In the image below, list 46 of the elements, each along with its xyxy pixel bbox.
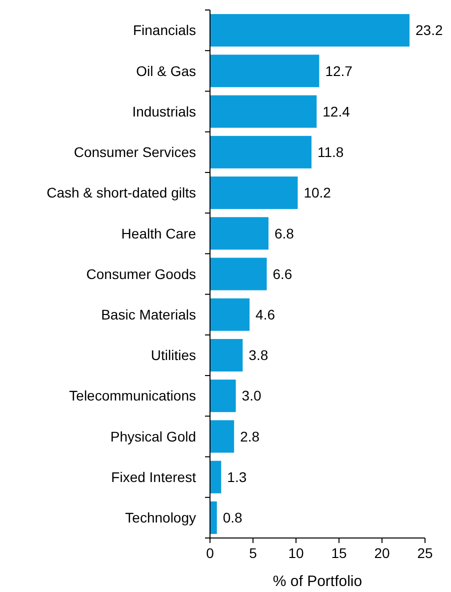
bar <box>210 420 234 453</box>
bar <box>210 95 317 128</box>
y-tick-label: Consumer Services <box>74 144 196 160</box>
data-label: 4.6 <box>256 306 276 323</box>
y-tick-label: Telecommunications <box>69 388 196 404</box>
data-label: 12.7 <box>325 62 353 79</box>
bar <box>210 176 298 210</box>
bar <box>210 338 243 372</box>
bar <box>210 136 312 168</box>
y-tick-label: Industrials <box>132 103 196 120</box>
y-tick-label: Basic Materials <box>101 306 196 323</box>
bar <box>210 14 410 47</box>
data-label: 6.6 <box>272 266 292 282</box>
bar <box>210 380 236 412</box>
y-tick-label: Financials <box>132 22 196 38</box>
y-tick-label: Cash & short-dated gilts <box>46 184 196 201</box>
y-tick-label: Fixed Interest <box>111 468 196 485</box>
bar <box>210 501 217 534</box>
bar <box>210 54 320 88</box>
y-tick-label: Physical Gold <box>110 428 196 444</box>
x-tick-label: 25 <box>417 545 433 561</box>
x-tick-label: 10 <box>288 545 304 561</box>
data-label: 11.8 <box>317 144 344 160</box>
data-label: 23.2 <box>416 22 443 38</box>
y-tick-label: Technology <box>125 510 196 526</box>
data-label: 2.8 <box>240 428 260 444</box>
data-label: 1.3 <box>227 468 247 485</box>
data-label: 10.2 <box>304 184 332 201</box>
bar <box>210 460 222 494</box>
x-tick-label: 15 <box>331 545 347 561</box>
x-tick-label: 20 <box>374 545 390 561</box>
y-tick-label: Consumer Goods <box>86 266 196 282</box>
data-label: 3.0 <box>242 388 262 404</box>
y-tick-label: Utilities <box>150 347 196 364</box>
bar <box>210 258 267 290</box>
bar <box>210 298 250 331</box>
data-label: 6.8 <box>274 225 294 242</box>
data-label: 12.4 <box>322 103 350 120</box>
data-label: 0.8 <box>222 510 243 526</box>
x-axis-title: % of Portfolio <box>272 573 362 590</box>
y-tick-label: Health Care <box>121 225 196 242</box>
y-tick-label: Oil & Gas <box>136 62 196 79</box>
data-label: 3.8 <box>248 347 268 364</box>
x-tick-label: 5 <box>249 545 258 561</box>
bar <box>210 217 268 250</box>
x-tick-label: 0 <box>206 545 214 561</box>
